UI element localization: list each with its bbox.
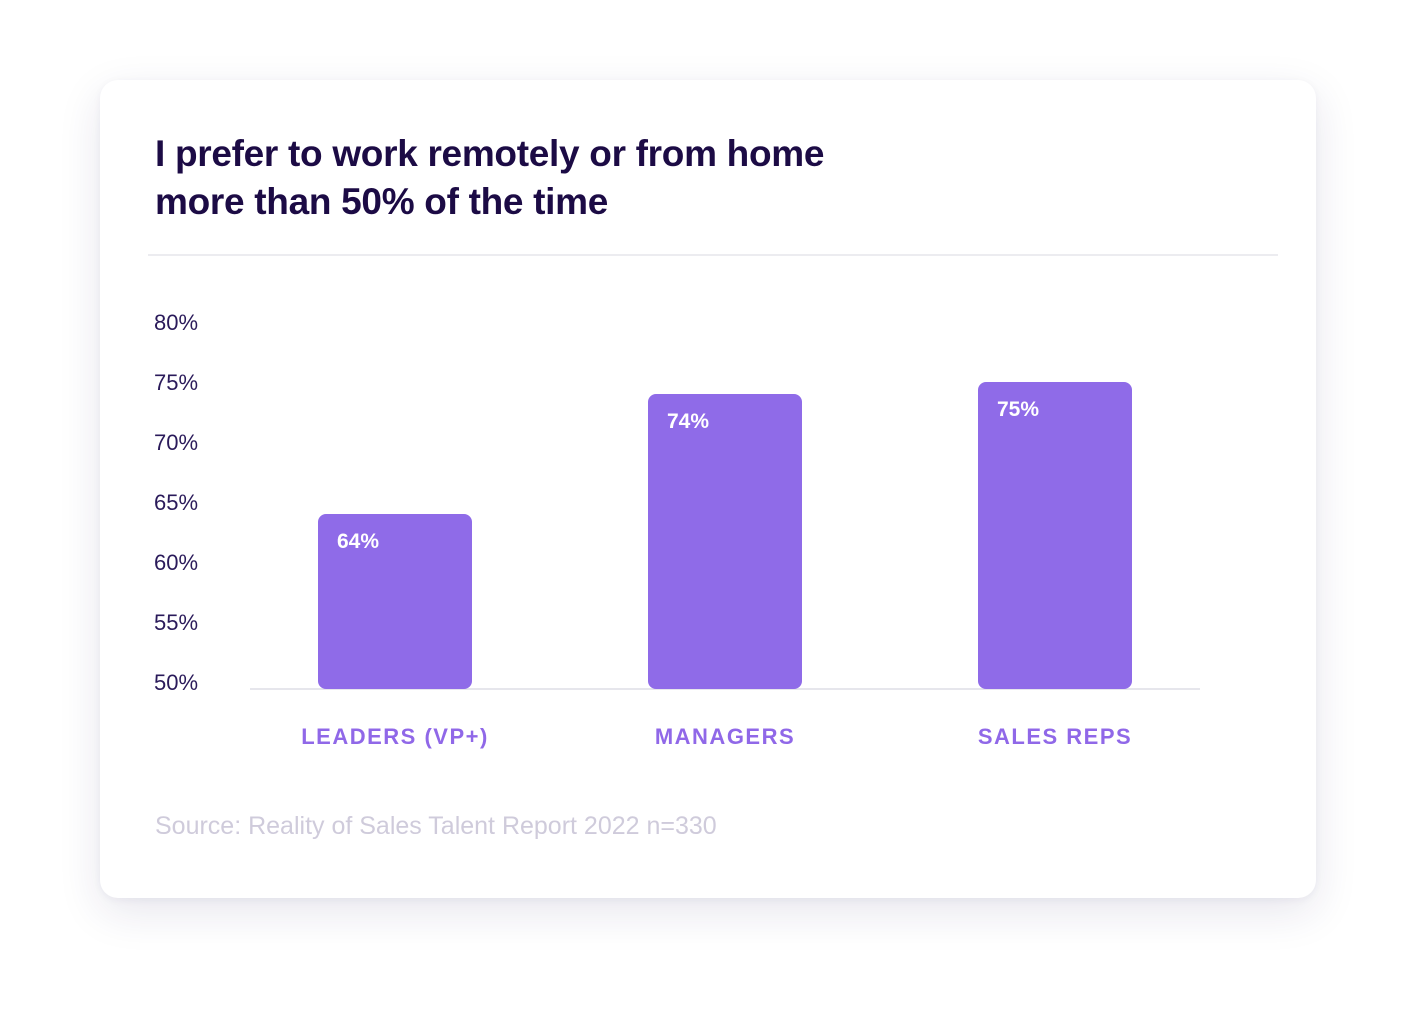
chart-title: I prefer to work remotely or from home m… — [155, 130, 1055, 226]
y-tick-label: 50% — [154, 670, 198, 695]
x-category-label: MANAGERS — [655, 724, 795, 749]
title-divider — [148, 254, 1278, 256]
y-tick-label: 60% — [154, 550, 198, 575]
y-tick-label: 65% — [154, 490, 198, 515]
y-tick-label: 55% — [154, 610, 198, 635]
chart-title-line-2: more than 50% of the time — [155, 181, 609, 222]
bar-value-label: 74% — [667, 410, 709, 433]
x-category-label: LEADERS (VP+) — [301, 724, 489, 749]
chart-title-line-1: I prefer to work remotely or from home — [155, 133, 825, 174]
bar — [318, 514, 472, 689]
bar-chart: 80% 75% 70% 65% 60% 55% 50% 64% LEADERS (VP+) 74%… — [154, 310, 1200, 749]
bar-value-label: 75% — [997, 398, 1039, 421]
bar-value-label: 64% — [337, 530, 379, 553]
bar — [648, 394, 802, 689]
y-tick-label: 80% — [154, 310, 198, 335]
y-tick-label: 75% — [154, 370, 198, 395]
source-note: Source: Reality of Sales Talent Report 2… — [155, 812, 717, 840]
y-tick-label: 70% — [154, 430, 198, 455]
x-category-label: SALES REPS — [978, 724, 1132, 749]
chart-card: I prefer to work remotely or from home m… — [100, 80, 1316, 898]
bar — [978, 382, 1132, 689]
